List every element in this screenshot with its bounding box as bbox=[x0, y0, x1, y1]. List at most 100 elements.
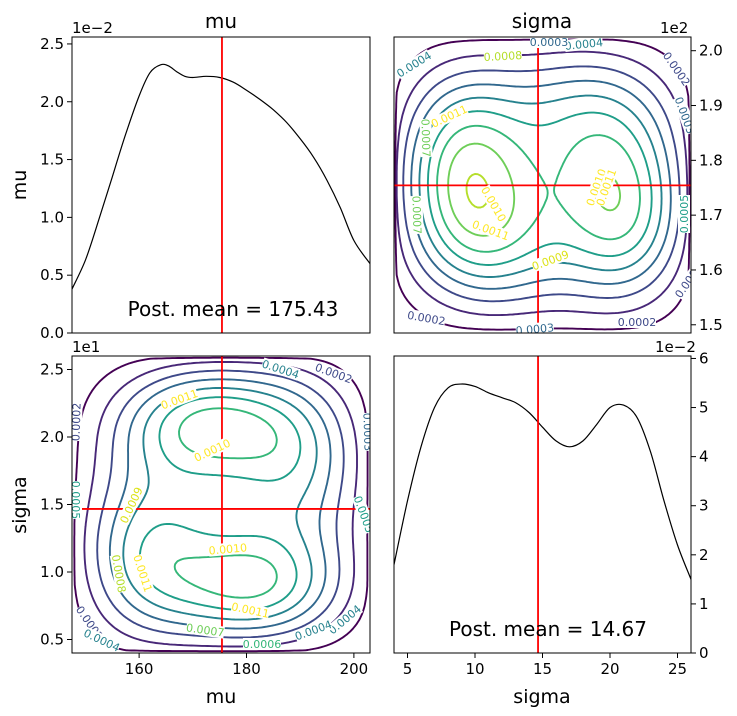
contour-label: 0.0003 bbox=[672, 95, 697, 136]
panel-c-ylabel: sigma bbox=[9, 476, 31, 533]
mu-marginal-ytick-label: 1.0 bbox=[40, 208, 64, 226]
joint-b-ytick-label: 2.0 bbox=[699, 42, 723, 60]
contour-label-bg bbox=[260, 357, 301, 381]
sigma-marginal-ytick-label: 2 bbox=[699, 546, 709, 564]
contour-label: 0.0005 bbox=[69, 481, 82, 520]
contour-label-bg bbox=[564, 37, 604, 52]
joint-c-ytick-label: 0.5 bbox=[40, 631, 64, 649]
contour-label-bg bbox=[530, 247, 571, 273]
contour-label-bg bbox=[479, 184, 509, 224]
contour-label-bg bbox=[109, 553, 129, 594]
joint-c-xtick-label: 200 bbox=[340, 660, 369, 678]
panel-d-ticks: 0 1 2 3 4 5 6 5 10 15 20 25 bbox=[403, 349, 709, 678]
contour-label-bg bbox=[243, 638, 281, 650]
contour-label: 0.0005 bbox=[678, 195, 691, 234]
contour-label-bg bbox=[672, 261, 691, 300]
contour-label: 0.0009 bbox=[530, 248, 571, 273]
panel-mu-y-ticks: 0.0 0.5 1.0 1.5 2.0 2.5 bbox=[40, 35, 72, 342]
joint-b-ytick-label: 1.7 bbox=[699, 206, 723, 224]
contour-label: 0.0007 bbox=[409, 195, 423, 234]
contour-label-bg bbox=[313, 360, 354, 386]
contour-label-bg bbox=[394, 49, 434, 80]
contour-label-bg bbox=[72, 481, 82, 519]
joint-c-xtick-label: 180 bbox=[232, 660, 261, 678]
contour-label: 0.0011 bbox=[230, 600, 270, 621]
contour-label: 0.0004 bbox=[260, 357, 301, 381]
contour-label-bg bbox=[470, 217, 511, 243]
mu-mean-annotation: Post. mean = 175.43 bbox=[128, 297, 339, 321]
panel-mu-y-scale: 1e−2 bbox=[72, 19, 113, 37]
joint-c-ytick-label: 2.0 bbox=[40, 428, 64, 446]
contour-label-bg bbox=[293, 617, 334, 643]
contour-label-bg bbox=[660, 49, 691, 88]
sigma-marginal-xtick-label: 25 bbox=[668, 660, 687, 678]
joint-b-ytick-label: 1.9 bbox=[699, 97, 723, 115]
contour-label: 0.0002 bbox=[406, 309, 446, 328]
panel-c-y-scale: 1e1 bbox=[72, 338, 100, 356]
contour-label-bg bbox=[361, 412, 370, 452]
joint-c-ytick-label: 1.5 bbox=[40, 496, 64, 514]
contour-label: 0.0003 bbox=[360, 412, 374, 451]
contour-level-line bbox=[402, 65, 681, 303]
panel-c-xlabel: mu bbox=[206, 686, 237, 708]
contour-level-line bbox=[426, 110, 653, 266]
contour-label: 0.0010 bbox=[478, 184, 509, 224]
sigma-marginal-ytick-label: 5 bbox=[699, 399, 709, 417]
mu-marginal-ytick-label: 2.0 bbox=[40, 93, 64, 111]
joint-c-contours bbox=[73, 356, 369, 653]
contour-label: 0.0003 bbox=[515, 321, 554, 337]
mu-marginal-ytick-label: 0.0 bbox=[40, 324, 64, 342]
contour-label: 0.0010 bbox=[208, 541, 247, 557]
sigma-marginal-ytick-label: 0 bbox=[699, 644, 709, 662]
sigma-marginal-xtick-label: 15 bbox=[533, 660, 552, 678]
panel-d-y-scale: 1e−2 bbox=[655, 338, 696, 356]
panel-mu-marginal: mu 1e−2 mu 0.0 0.5 1.0 1.5 2.0 2.5 Post. mean… bbox=[9, 9, 371, 342]
contour-level-line bbox=[173, 407, 278, 599]
contour-label: 0.0008 bbox=[483, 49, 522, 64]
panel-joint-top-right: sigma 1e2 1.51.61.71.81.92.0 0.00040.000… bbox=[393, 9, 723, 337]
panel-c-ticks: 0.5 1.0 1.5 2.0 2.5 160 180 200 bbox=[40, 361, 368, 679]
sigma-marginal-xtick-label: 5 bbox=[403, 660, 413, 678]
contour-label-bg bbox=[618, 316, 656, 328]
mu-marginal-ytick-label: 1.5 bbox=[40, 151, 64, 169]
contour-label-bg bbox=[159, 386, 200, 412]
panel-mu-frame bbox=[71, 36, 371, 334]
contour-label-bg bbox=[593, 167, 619, 208]
contour-label-bg bbox=[230, 600, 271, 620]
contour-level-line bbox=[394, 38, 691, 331]
joint-c-ytick-label: 1.0 bbox=[40, 563, 64, 581]
panel-d-xlabel: sigma bbox=[513, 686, 570, 708]
contour-label-bg bbox=[326, 602, 364, 637]
joint-b-ytick-label: 1.6 bbox=[699, 261, 723, 279]
joint-b-ytick-label: 1.8 bbox=[699, 151, 723, 169]
contour-label-bg bbox=[530, 37, 568, 48]
contour-level-line bbox=[418, 94, 663, 278]
contour-label: 0.0011 bbox=[159, 387, 200, 412]
contour-level-line bbox=[395, 50, 689, 317]
contour-label-bg bbox=[192, 436, 232, 464]
contour-label-bg bbox=[131, 553, 155, 594]
contour-label: 0.0010 bbox=[192, 437, 232, 465]
contour-label: 0.0003 bbox=[530, 36, 569, 49]
contour-label: 0.0009 bbox=[118, 485, 146, 525]
sigma-mean-annotation: Post. mean = 14.67 bbox=[449, 617, 647, 641]
joint-b-ytick-label: 1.5 bbox=[699, 316, 723, 334]
contour-label: 0.0008 bbox=[109, 554, 128, 594]
contour-level-line bbox=[436, 124, 641, 253]
contour-label-bg bbox=[406, 308, 447, 328]
contour-label: 0.0006 bbox=[243, 638, 282, 651]
contour-label: 0.0005 bbox=[351, 494, 376, 535]
sigma-marginal-ytick-label: 3 bbox=[699, 497, 709, 515]
panel-c-frame bbox=[71, 355, 371, 654]
sigma-marginal-xtick-label: 10 bbox=[465, 660, 484, 678]
joint-c-xtick-label: 160 bbox=[125, 660, 154, 678]
contour-label: 0.0004 bbox=[293, 618, 334, 643]
sigma-marginal-xtick-label: 20 bbox=[600, 660, 619, 678]
mu-marginal-ytick-label: 0.5 bbox=[40, 266, 64, 284]
contour-label-bg bbox=[117, 485, 145, 525]
panel-sigma-marginal: 1e−2 sigma 0 1 2 3 4 5 6 5 10 15 20 25 Post. mean =… bbox=[393, 338, 709, 708]
sigma-density-line bbox=[394, 383, 691, 580]
sigma-marginal-ytick-label: 6 bbox=[699, 349, 709, 367]
contour-label: 0.0004 bbox=[394, 49, 434, 80]
